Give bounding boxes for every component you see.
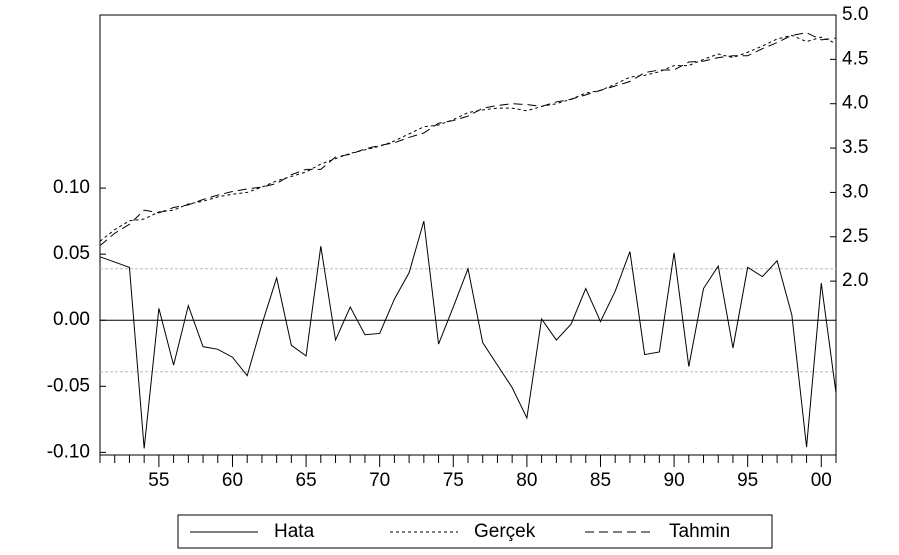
y2-tick-label: 2.0: [842, 270, 868, 291]
y2-tick-label: 3.5: [842, 137, 868, 158]
y2-tick-label: 5.0: [842, 4, 868, 25]
series-line: [99, 34, 837, 242]
y-tick-label: 0.05: [53, 243, 90, 264]
y2-tick-label: 4.0: [842, 93, 868, 114]
y2-tick-label: 2.5: [842, 226, 868, 247]
x-tick-label: 90: [664, 470, 685, 491]
x-tick-label: 65: [296, 470, 317, 491]
y-tick-label: -0.10: [47, 441, 90, 462]
legend-label: Tahmin: [669, 521, 730, 542]
legend-label: Hata: [274, 521, 315, 542]
y-tick-label: -0.05: [47, 375, 90, 396]
legend-box: [177, 514, 773, 549]
x-tick-label: 60: [222, 470, 243, 491]
series-line: [99, 32, 837, 247]
x-tick-label: 00: [811, 470, 832, 491]
x-tick-label: 85: [590, 470, 611, 491]
y-tick-label: 0.00: [53, 309, 90, 330]
series-line: [99, 220, 837, 449]
x-tick-label: 95: [737, 470, 758, 491]
legend-label: Gerçek: [474, 521, 536, 542]
x-tick-label: 80: [516, 470, 537, 491]
x-tick-label: 75: [443, 470, 464, 491]
x-tick-label: 70: [369, 470, 390, 491]
plot-frame: [99, 14, 837, 456]
x-tick-label: 55: [148, 470, 169, 491]
y2-tick-label: 3.0: [842, 181, 868, 202]
y-tick-label: 0.10: [53, 177, 90, 198]
y2-tick-label: 4.5: [842, 48, 868, 69]
